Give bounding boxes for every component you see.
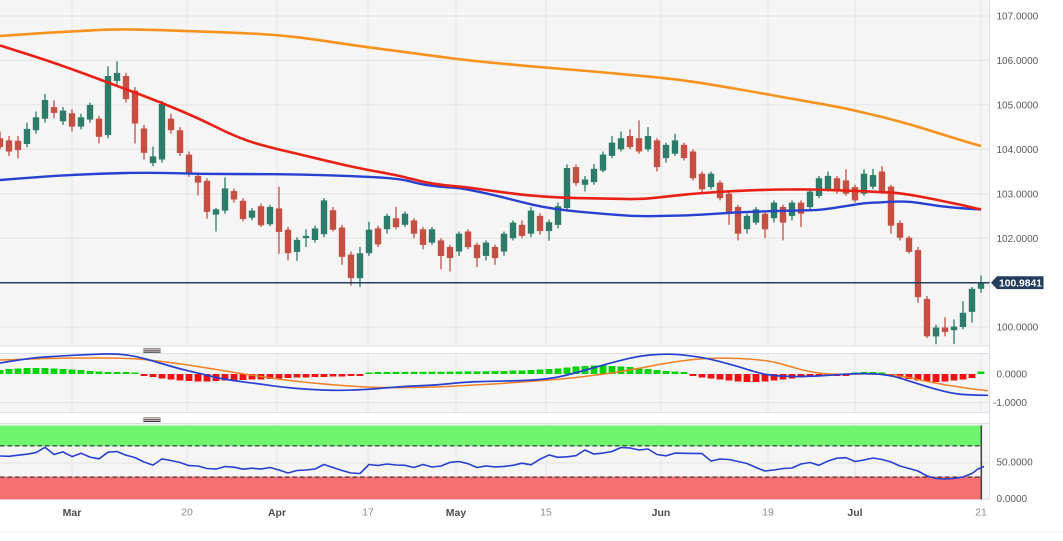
svg-text:Jul: Jul: [847, 507, 862, 519]
svg-text:103.0000: 103.0000: [997, 189, 1039, 200]
svg-text:21: 21: [975, 507, 987, 519]
svg-text:-1.0000: -1.0000: [993, 398, 1027, 409]
svg-text:106.0000: 106.0000: [997, 56, 1039, 67]
svg-text:100.9841: 100.9841: [999, 279, 1042, 290]
svg-text:102.0000: 102.0000: [997, 234, 1039, 245]
svg-text:Apr: Apr: [268, 507, 286, 519]
svg-text:17: 17: [362, 507, 374, 519]
svg-text:Jun: Jun: [652, 507, 671, 519]
svg-text:104.0000: 104.0000: [997, 145, 1039, 156]
svg-text:19: 19: [762, 507, 774, 519]
svg-text:107.0000: 107.0000: [997, 12, 1039, 23]
svg-text:0.0000: 0.0000: [997, 369, 1028, 380]
svg-text:105.0000: 105.0000: [997, 101, 1039, 112]
svg-text:15: 15: [540, 507, 552, 519]
svg-text:20: 20: [181, 507, 193, 519]
svg-text:50.0000: 50.0000: [997, 458, 1034, 469]
svg-text:0.0000: 0.0000: [997, 494, 1028, 505]
svg-text:Mar: Mar: [63, 507, 82, 519]
svg-text:May: May: [446, 507, 467, 519]
svg-text:100.0000: 100.0000: [997, 323, 1039, 334]
